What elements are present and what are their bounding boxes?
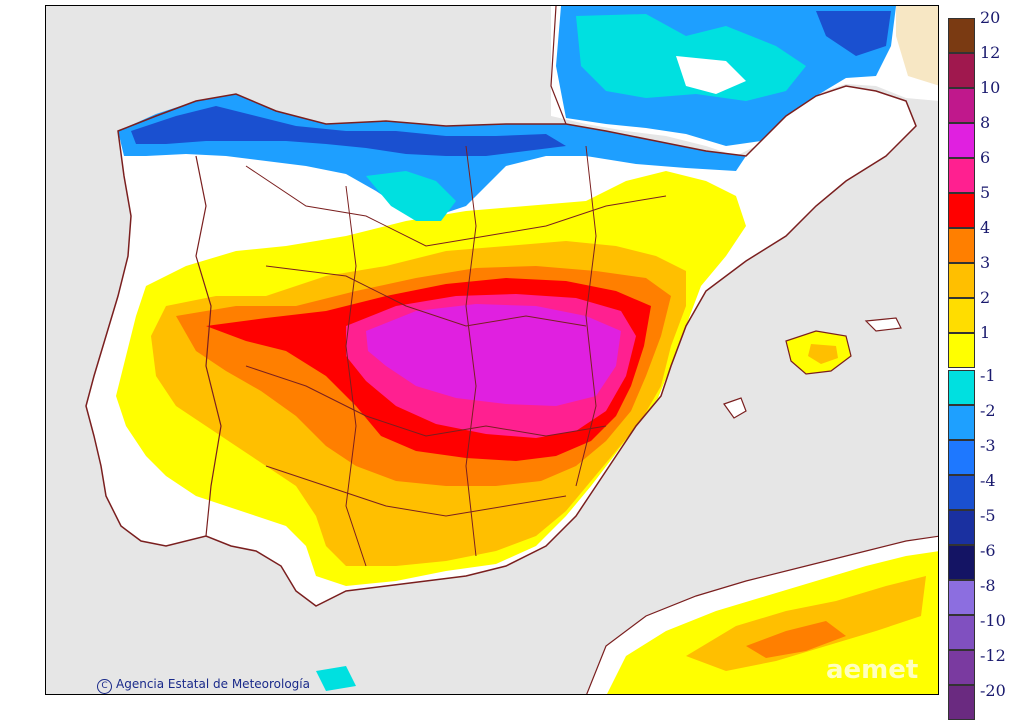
anomaly-map: aemet C Agencia Estatal de Meteorología [45, 5, 939, 695]
legend-label: -10 [980, 611, 1006, 630]
africa-warm-gold [686, 576, 926, 671]
legend-swatch [948, 263, 975, 298]
legend-swatch [948, 405, 975, 440]
legend-label: -8 [980, 576, 996, 595]
legend-label: -6 [980, 541, 996, 560]
aemet-watermark: aemet [826, 655, 918, 685]
legend-swatch [948, 370, 975, 405]
credit-label: C Agencia Estatal de Meteorología [97, 677, 310, 694]
legend-label: -1 [980, 366, 996, 385]
north-cold-dark [131, 106, 566, 156]
map-canvas: aemet [46, 6, 938, 694]
legend-swatch [948, 440, 975, 475]
legend-swatch [948, 510, 975, 545]
legend-label: 8 [980, 113, 991, 132]
africa-coastline [586, 535, 938, 694]
portugal-border [195, 155, 222, 537]
province-lines [245, 145, 667, 567]
legend-swatch [948, 123, 975, 158]
legend-swatch [948, 18, 975, 53]
menorca [864, 317, 902, 332]
legend-swatch [948, 615, 975, 650]
legend-swatch [948, 193, 975, 228]
ibiza [723, 397, 747, 419]
legend-label: -4 [980, 471, 996, 490]
legend-swatch [948, 580, 975, 615]
legend-label: -3 [980, 436, 996, 455]
legend-swatch [948, 475, 975, 510]
legend-swatch [948, 333, 975, 368]
legend-label: -2 [980, 401, 996, 420]
africa-warm-orange [746, 621, 846, 658]
legend-label: 12 [980, 43, 1001, 62]
legend-label: 20 [980, 8, 1001, 27]
iberia-coastline [85, 85, 917, 607]
france-white-patch [676, 56, 746, 94]
legend-label: -20 [980, 681, 1006, 700]
legend-swatch [948, 158, 975, 193]
legend-swatch [948, 228, 975, 263]
france-dark-patch [816, 11, 891, 56]
iberia-warm-magenta [366, 304, 621, 406]
legend-swatch [948, 53, 975, 88]
france-corner [896, 6, 938, 86]
mallorca-gold [808, 344, 838, 364]
copyright-icon: C [97, 679, 112, 694]
north-cyan-band [366, 171, 456, 221]
legend-label: -5 [980, 506, 996, 525]
legend-swatch [948, 545, 975, 580]
france-border [550, 6, 567, 125]
legend-swatch [948, 650, 975, 685]
legend-swatch [948, 298, 975, 333]
legend-swatch [948, 88, 975, 123]
legend-label: 10 [980, 78, 1001, 97]
legend-label: -12 [980, 646, 1006, 665]
legend-label: 2 [980, 288, 991, 307]
legend-label: 3 [980, 253, 991, 272]
legend-label: 6 [980, 148, 991, 167]
africa-cyan-west [316, 666, 356, 691]
legend-label: 5 [980, 183, 991, 202]
legend-label: 1 [980, 323, 991, 342]
color-legend: 20 12 10 8 6 5 4 3 2 1 -1 -2 -3 -4 -5 -6 -8 -10 -12 -20 [948, 10, 1024, 720]
legend-swatch [948, 685, 975, 720]
legend-label: 4 [980, 218, 991, 237]
credit-text: Agencia Estatal de Meteorología [116, 677, 310, 691]
